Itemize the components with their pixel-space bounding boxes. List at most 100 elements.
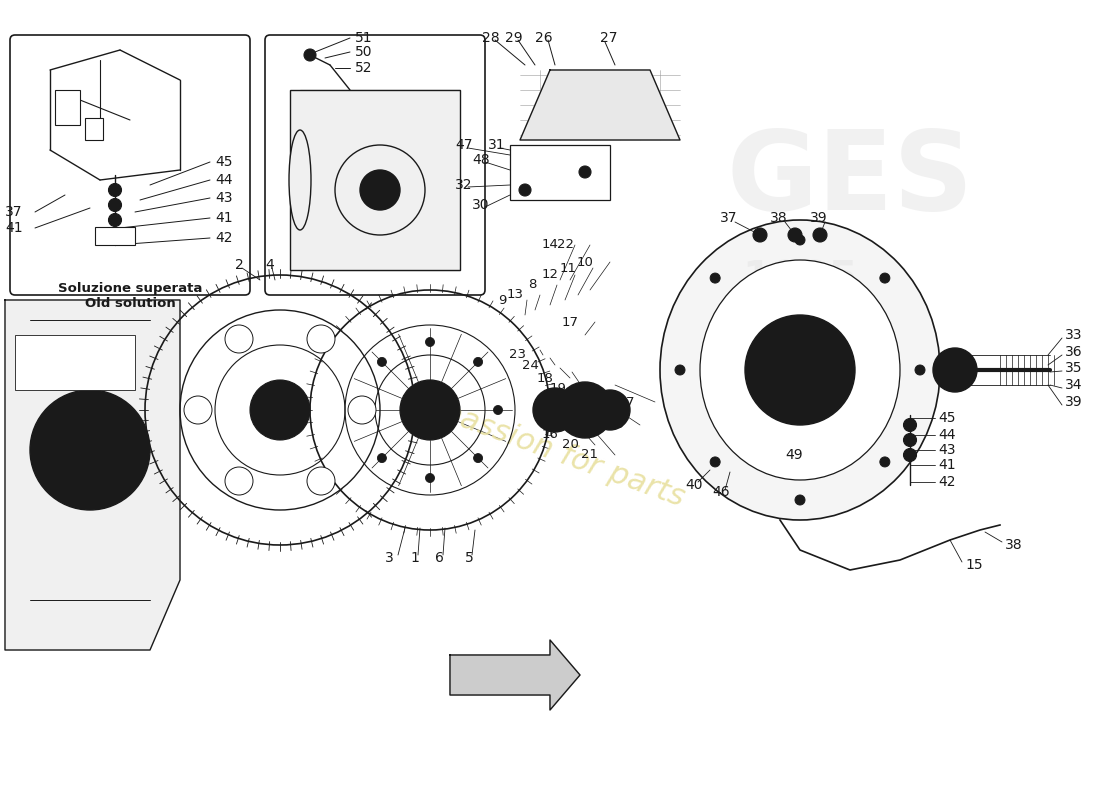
Text: 44: 44	[938, 428, 956, 442]
Text: 20: 20	[562, 438, 579, 451]
Text: 25: 25	[606, 418, 624, 431]
Text: 49: 49	[785, 448, 803, 462]
Circle shape	[745, 315, 855, 425]
Text: 3: 3	[385, 551, 394, 565]
Text: 28: 28	[482, 31, 499, 45]
Circle shape	[377, 358, 386, 366]
Circle shape	[675, 365, 685, 375]
Text: 16: 16	[541, 429, 559, 442]
Text: 12: 12	[541, 269, 559, 282]
Text: 5: 5	[465, 551, 474, 565]
Text: 43: 43	[214, 191, 232, 205]
Circle shape	[250, 380, 310, 440]
Bar	[290, 90, 460, 270]
Text: 44: 44	[214, 173, 232, 187]
Text: 39: 39	[1065, 395, 1082, 409]
Polygon shape	[6, 300, 180, 650]
Text: 41: 41	[6, 221, 23, 235]
Circle shape	[770, 340, 830, 400]
Text: 38: 38	[770, 211, 788, 225]
Ellipse shape	[307, 467, 336, 495]
Text: 26: 26	[535, 31, 552, 45]
Circle shape	[55, 415, 125, 485]
Circle shape	[494, 406, 503, 414]
Text: 30: 30	[472, 198, 490, 212]
Text: 19: 19	[550, 382, 566, 394]
Circle shape	[30, 390, 150, 510]
Circle shape	[903, 449, 916, 462]
Text: 29: 29	[505, 31, 522, 45]
Text: 52: 52	[355, 61, 373, 75]
Circle shape	[109, 183, 121, 197]
Text: 1985: 1985	[742, 259, 858, 301]
Bar	[95, 227, 135, 245]
Text: 18: 18	[537, 371, 553, 385]
Circle shape	[534, 388, 578, 432]
Circle shape	[415, 395, 446, 425]
Circle shape	[377, 454, 386, 462]
Text: 24: 24	[521, 358, 538, 371]
Polygon shape	[450, 640, 580, 710]
Text: 36: 36	[1065, 345, 1082, 359]
Circle shape	[358, 406, 366, 414]
Text: 43: 43	[938, 443, 956, 457]
Text: 8: 8	[528, 278, 536, 291]
Text: 38: 38	[1005, 538, 1023, 552]
Text: 42: 42	[938, 475, 956, 489]
Text: 47: 47	[455, 138, 473, 152]
Text: 37: 37	[6, 205, 22, 219]
Text: 13: 13	[506, 289, 524, 302]
FancyBboxPatch shape	[265, 35, 485, 295]
Text: 2: 2	[235, 258, 244, 272]
Text: 35: 35	[1065, 361, 1082, 375]
Bar	[85, 118, 103, 140]
Text: 41: 41	[938, 458, 956, 472]
Ellipse shape	[226, 467, 253, 495]
Text: 50: 50	[355, 45, 373, 59]
Text: 14: 14	[541, 238, 559, 251]
Circle shape	[109, 214, 121, 226]
Text: 7: 7	[626, 395, 635, 409]
Circle shape	[880, 273, 890, 283]
Bar	[55, 90, 80, 125]
Text: 27: 27	[600, 31, 617, 45]
Text: 45: 45	[938, 411, 956, 425]
Ellipse shape	[184, 396, 212, 424]
Text: 6: 6	[434, 551, 444, 565]
Ellipse shape	[307, 325, 336, 353]
Circle shape	[474, 358, 483, 366]
Circle shape	[571, 396, 600, 424]
Circle shape	[590, 390, 630, 430]
Ellipse shape	[289, 130, 311, 230]
FancyBboxPatch shape	[10, 35, 250, 295]
Circle shape	[903, 418, 916, 431]
Ellipse shape	[348, 396, 376, 424]
Circle shape	[945, 360, 965, 380]
Circle shape	[579, 166, 591, 178]
Text: 42: 42	[214, 231, 232, 245]
Text: 11: 11	[560, 262, 576, 274]
Text: 40: 40	[685, 478, 703, 492]
Circle shape	[360, 170, 400, 210]
Text: 34: 34	[1065, 378, 1082, 392]
Text: 22: 22	[557, 238, 573, 251]
Text: 1: 1	[410, 551, 419, 565]
Circle shape	[519, 184, 531, 196]
Circle shape	[109, 198, 121, 211]
Circle shape	[795, 235, 805, 245]
Text: 10: 10	[576, 255, 593, 269]
Text: 4: 4	[265, 258, 274, 272]
Circle shape	[795, 495, 805, 505]
Text: 51: 51	[355, 31, 373, 45]
Text: 33: 33	[1065, 328, 1082, 342]
Text: 45: 45	[214, 155, 232, 169]
Circle shape	[426, 474, 434, 482]
Text: 46: 46	[712, 485, 729, 499]
Circle shape	[474, 454, 483, 462]
Text: 41: 41	[214, 211, 232, 225]
Polygon shape	[520, 70, 680, 140]
Ellipse shape	[700, 260, 900, 480]
Ellipse shape	[660, 220, 940, 520]
Circle shape	[544, 399, 566, 421]
Circle shape	[788, 228, 802, 242]
